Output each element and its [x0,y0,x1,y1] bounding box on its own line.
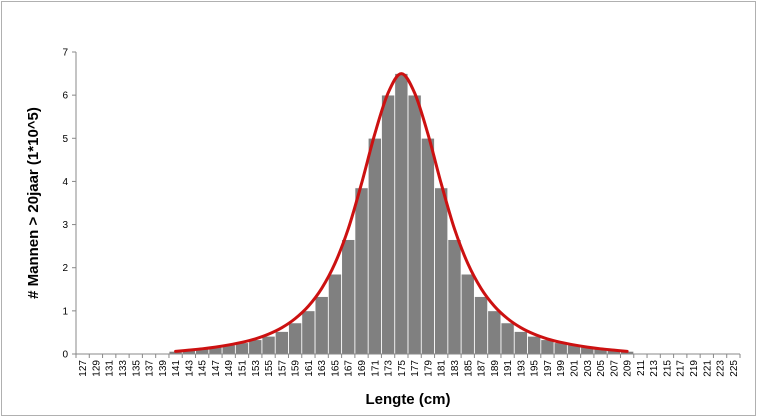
y-tick-label-5: 5 [62,134,68,145]
bar-179 [421,137,435,355]
bar-153 [248,339,263,355]
y-tick-labels: 0 1 2 3 4 5 6 7 [62,48,76,361]
y-tick-label-3: 3 [62,220,68,231]
x-tick-label-147: 147 [211,360,222,377]
x-tick-label-215: 215 [662,360,673,377]
bar-191 [500,322,515,355]
bar-155 [261,336,276,355]
x-tick-label-177: 177 [410,360,421,377]
x-tick-label-127: 127 [78,360,89,377]
x-tick-label-197: 197 [543,360,554,377]
bar-195 [527,336,541,355]
x-tick-label-129: 129 [91,360,102,377]
x-tick-label-171: 171 [370,360,381,377]
bar-175 [394,73,409,355]
x-tick-label-211: 211 [636,360,647,376]
x-tick-label-163: 163 [317,360,328,377]
y-tick-label-2: 2 [62,263,68,274]
x-tick-label-179: 179 [423,360,434,377]
x-tick-label-217: 217 [676,360,687,377]
fit-curve [174,72,629,353]
y-axis-title: # Mannen > 20jaar (1*10^5) [25,107,42,299]
bar-161 [301,310,316,355]
x-tick-label-183: 183 [450,360,461,377]
x-tick-label-161: 161 [304,360,315,377]
bar-183 [447,239,462,355]
bar-197 [540,339,555,355]
bar-159 [288,322,302,355]
y-tick-label-1: 1 [62,306,68,317]
bar-177 [407,94,422,355]
x-tick-label-165: 165 [330,360,341,377]
bars-group [168,73,634,355]
x-tick-label-175: 175 [397,360,408,377]
x-tick-label-199: 199 [556,360,567,377]
bar-157 [275,331,289,355]
x-tick-label-167: 167 [344,360,355,377]
x-tick-label-173: 173 [384,360,395,377]
x-tick-label-137: 137 [145,360,156,377]
y-tick-label-4: 4 [62,177,68,188]
x-tick-label-131: 131 [105,360,116,377]
x-tick-label-187: 187 [477,360,488,377]
x-tick-label-209: 209 [623,360,634,377]
x-tick-label-133: 133 [118,360,129,377]
bar-189 [487,310,502,355]
x-tick-label-135: 135 [131,360,142,377]
bar-173 [381,94,395,355]
x-tick-label-159: 159 [291,360,302,377]
x-tick-label-169: 169 [357,360,368,377]
x-tick-label-193: 193 [516,360,527,377]
x-tick-labels: 127 129 131 133 135 137 139 141 143 145 147 149 151 1… [75,354,741,377]
x-tick-label-223: 223 [716,360,727,377]
bar-167 [341,239,356,355]
bar-163 [314,296,329,355]
x-tick-label-189: 189 [490,360,501,377]
x-tick-label-139: 139 [158,360,169,377]
x-tick-label-219: 219 [689,360,700,377]
x-tick-label-181: 181 [437,360,448,377]
x-tick-label-207: 207 [609,360,620,377]
bar-181 [434,187,449,355]
bar-169 [354,187,369,355]
x-tick-label-213: 213 [649,360,660,377]
bar-171 [367,137,382,355]
x-tick-label-205: 205 [596,360,607,377]
x-tick-label-221: 221 [702,360,713,377]
x-tick-label-203: 203 [583,360,594,377]
x-tick-label-157: 157 [277,360,288,377]
y-tick-label-6: 6 [62,91,68,102]
bar-165 [328,273,342,355]
x-tick-label-195: 195 [530,360,541,377]
x-tick-label-201: 201 [570,360,581,377]
x-tick-label-191: 191 [503,360,514,377]
x-tick-label-143: 143 [184,360,195,377]
x-tick-label-185: 185 [463,360,474,377]
x-axis-title: Lengte (cm) [365,391,450,408]
x-tick-label-155: 155 [264,360,275,377]
x-tick-label-151: 151 [238,360,249,377]
bar-187 [474,296,488,355]
bar-185 [460,273,475,355]
x-tick-label-225: 225 [729,360,740,377]
curve-group [174,72,629,353]
x-tick-label-153: 153 [251,360,262,377]
x-tick-label-149: 149 [224,360,235,377]
x-tick-label-145: 145 [198,360,209,377]
y-tick-label-7: 7 [62,48,68,59]
x-tick-label-141: 141 [171,360,182,377]
y-tick-label-0: 0 [62,350,68,361]
bar-193 [514,331,528,355]
